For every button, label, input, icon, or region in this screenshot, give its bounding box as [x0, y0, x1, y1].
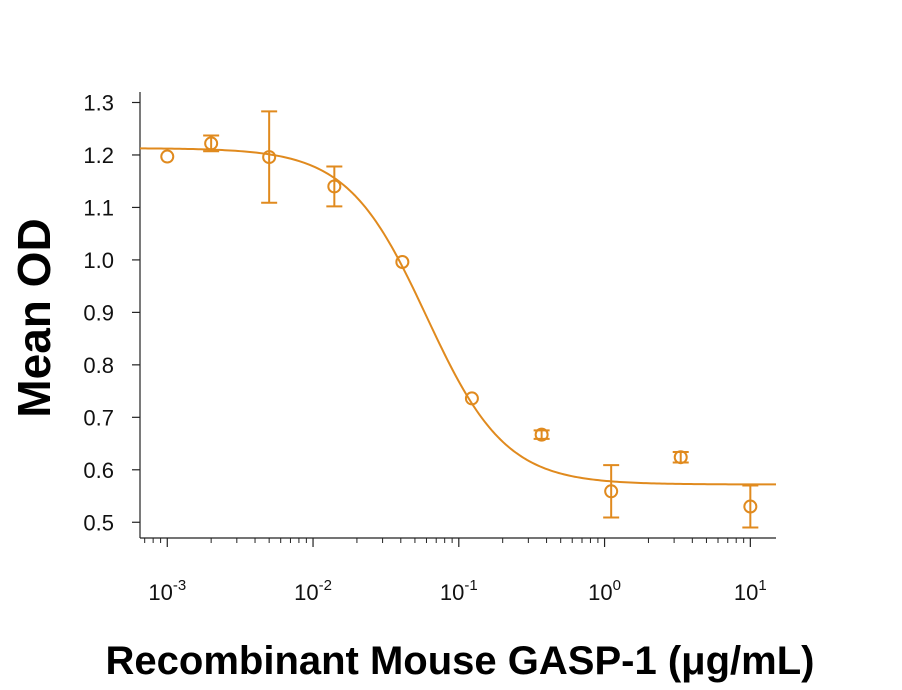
data-point: [395, 255, 410, 270]
data-points: [160, 110, 759, 529]
y-axis-ticks: 0.5 0.6 0.7 0.8 0.9 1.0 1.1 1.2 1.3: [83, 90, 140, 535]
x-tick-label: 100: [588, 577, 621, 605]
x-axis-ticks: 10-3 10-2 10-1 100 101: [144, 538, 767, 605]
y-tick-label: 0.6: [83, 458, 114, 483]
y-tick-label: 0.9: [83, 300, 114, 325]
x-tick-label: 10-3: [148, 577, 186, 605]
y-tick-label: 1.1: [83, 195, 114, 220]
data-point: [604, 484, 619, 499]
fit-curve: [139, 147, 776, 486]
y-tick-label: 1.0: [83, 248, 114, 273]
y-tick-label: 1.2: [83, 143, 114, 168]
data-point: [743, 499, 758, 514]
data-point: [327, 179, 342, 194]
data-point: [204, 136, 219, 151]
data-point: [534, 427, 549, 442]
x-axis-title: Recombinant Mouse GASP-1 (μg/mL): [106, 639, 815, 683]
data-point: [464, 391, 479, 406]
y-tick-label: 0.5: [83, 510, 114, 535]
y-axis-title: Mean OD: [8, 218, 60, 417]
data-point: [160, 149, 175, 164]
y-tick-label: 0.7: [83, 405, 114, 430]
x-tick-label: 10-1: [440, 577, 478, 605]
x-tick-label: 101: [734, 577, 767, 605]
y-tick-label: 1.3: [83, 90, 114, 115]
data-point: [673, 450, 688, 465]
x-tick-label: 10-2: [294, 577, 332, 605]
data-point: [262, 150, 277, 165]
axes: [139, 92, 776, 539]
y-tick-label: 0.8: [83, 353, 114, 378]
